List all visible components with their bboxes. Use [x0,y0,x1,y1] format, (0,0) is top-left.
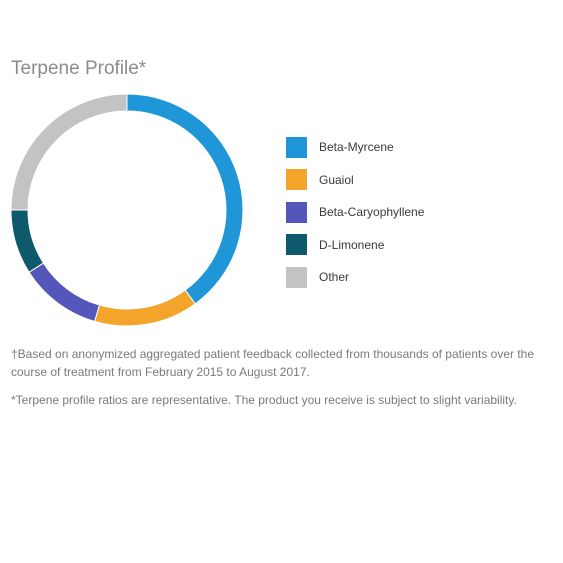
donut-segment-guaiol [94,289,196,327]
legend-label: Other [319,270,350,284]
legend-swatch [286,234,307,255]
donut-segment-other [10,93,128,211]
donut-segment-beta-caryophyllene [28,262,100,323]
legend-swatch [286,266,307,288]
legend-item-d-limonene: D-Limonene [286,234,424,256]
legend-item-beta-caryophyllene: Beta-Caryophyllene [286,201,424,223]
donut-segment-beta-myrcene [126,93,244,305]
legend-swatch [286,169,307,190]
legend-label: D-Limonene [319,237,385,252]
donut-chart [10,93,244,327]
legend-item-other: Other [286,266,424,288]
legend-item-beta-myrcene: Beta-Myrcene [286,136,424,158]
chart-title: Terpene Profile* [11,58,147,79]
legend-label: Guaiol [319,172,354,187]
legend-item-guaiol: Guaiol [286,169,424,191]
legend-swatch [286,136,307,158]
legend-swatch [286,201,307,223]
footnote-asterisk: *Terpene profile ratios are representati… [11,393,517,407]
legend: Beta-Myrcene Guaiol Beta-Caryophyllene D… [286,136,424,299]
footnote-dagger: †Based on anonymized aggregated patient … [11,347,535,379]
legend-label: Beta-Myrcene [319,140,394,154]
donut-segment-d-limonene [10,209,45,273]
legend-label: Beta-Caryophyllene [319,205,425,219]
